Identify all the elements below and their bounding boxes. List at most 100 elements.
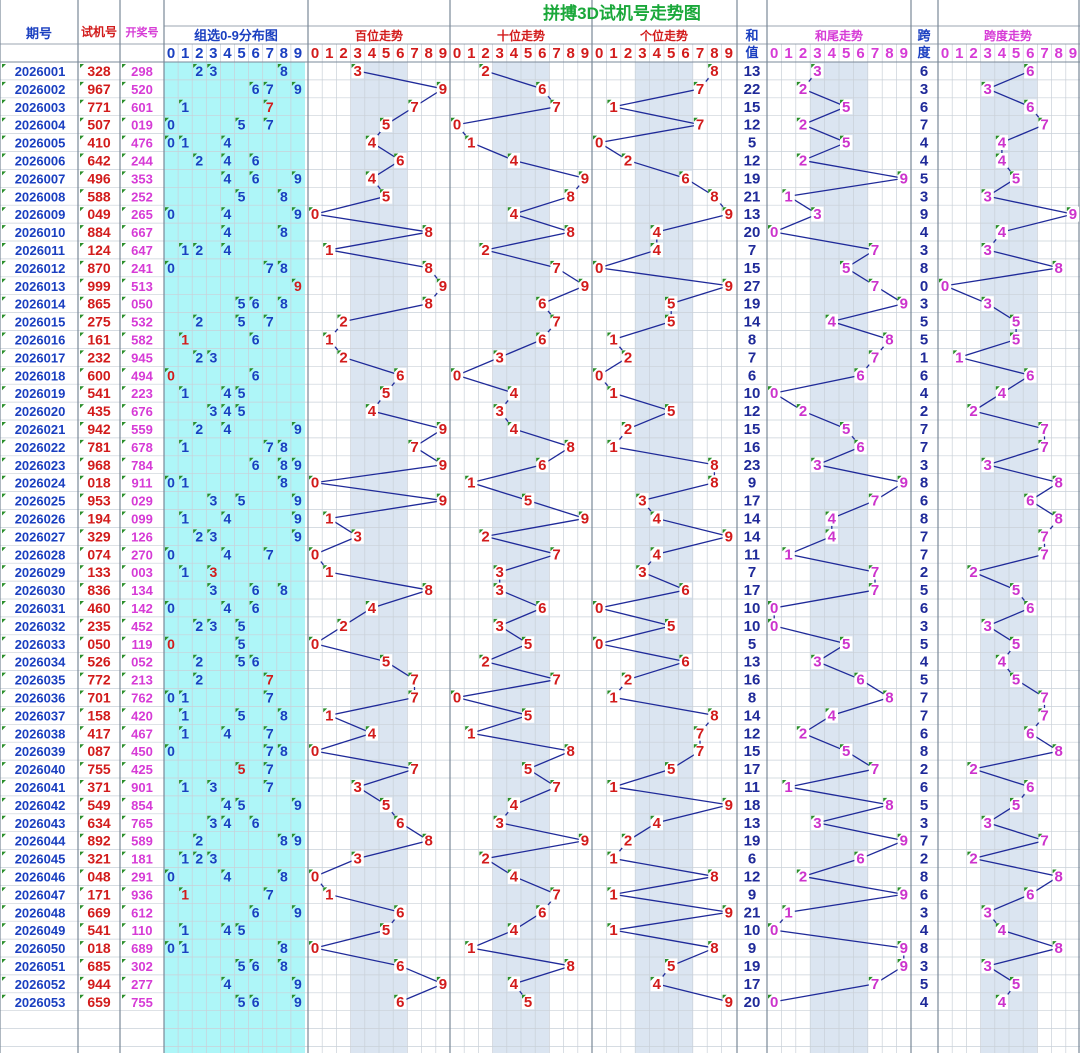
tens-mark: 4 — [510, 868, 519, 885]
header-digit: 5 — [667, 45, 675, 62]
cell-plate — [1024, 99, 1037, 115]
tens-mark: 7 — [552, 314, 560, 331]
cell-plate — [665, 618, 678, 634]
flag-mark — [122, 869, 126, 874]
dist-mark: 3 — [209, 564, 217, 580]
dist-mark: 0 — [167, 868, 175, 884]
flag-mark — [493, 583, 498, 588]
header-digit: 5 — [1012, 45, 1020, 62]
flag-mark — [708, 457, 713, 462]
cell-plate — [564, 224, 577, 240]
flag-mark — [263, 99, 268, 104]
span-mark: 3 — [984, 958, 992, 975]
sum-cell: 17 — [744, 976, 761, 993]
dist-mark: 4 — [224, 510, 232, 526]
draw-number-cell: 689 — [131, 941, 153, 956]
sum-cell: 5 — [748, 135, 756, 152]
tens-mark: 8 — [567, 743, 575, 760]
cell-plate — [825, 707, 838, 723]
flag-mark — [80, 439, 84, 444]
test-number-cell: 968 — [87, 457, 111, 473]
cell-plate — [768, 224, 781, 240]
flag-mark — [981, 618, 986, 623]
cell-plate — [564, 188, 577, 204]
cell-plate — [621, 833, 635, 849]
test-number-cell: 642 — [87, 152, 111, 168]
tail-mark: 7 — [871, 582, 879, 599]
draw-number-cell: 559 — [131, 422, 153, 437]
flag-mark — [607, 690, 612, 695]
dist-mark: 7 — [266, 689, 274, 705]
sum-cell: 19 — [744, 170, 761, 187]
flag-mark — [708, 708, 713, 713]
cell-plate — [564, 743, 577, 759]
cell-plate — [854, 672, 867, 687]
flag-mark — [2, 404, 6, 409]
flag-mark — [309, 744, 313, 749]
flag-mark — [351, 529, 356, 534]
flag-mark — [722, 529, 727, 534]
span-mark: 6 — [1026, 886, 1034, 903]
cell-plate — [967, 761, 980, 777]
header-span-trend: 跨度走势 — [984, 28, 1032, 43]
tens-mark: 5 — [524, 994, 532, 1011]
header-digit: 3 — [813, 45, 821, 62]
tail-mark: 3 — [813, 63, 821, 80]
cell-plate — [868, 493, 882, 508]
flag-mark — [179, 439, 184, 444]
flag-mark — [536, 905, 541, 910]
units-mark: 1 — [609, 886, 617, 903]
flag-mark — [323, 243, 328, 247]
cell-plate — [811, 654, 824, 670]
cell-plate — [1052, 869, 1065, 884]
cell-plate — [351, 779, 364, 795]
cell-plate — [578, 170, 591, 186]
hundreds-mark: 3 — [354, 851, 362, 868]
flag-mark — [479, 851, 484, 856]
sum-cell: 13 — [744, 815, 761, 832]
sum-cell: 14 — [744, 707, 761, 724]
tens-mark: 0 — [453, 367, 461, 384]
flag-mark — [722, 905, 727, 910]
period-cell: 2026014 — [15, 297, 66, 312]
flag-mark — [768, 225, 772, 230]
flag-mark — [465, 135, 470, 140]
units-mark: 0 — [595, 600, 603, 617]
cell-plate — [593, 367, 606, 383]
header-digit: 1 — [609, 45, 617, 62]
dist-mark: 4 — [224, 206, 232, 222]
flag-mark — [291, 207, 296, 212]
flag-mark — [165, 690, 169, 695]
cell-plate — [1024, 367, 1037, 383]
cell-plate — [825, 314, 838, 329]
flag-mark — [2, 976, 6, 981]
flag-mark — [80, 207, 84, 212]
cell-plate — [394, 153, 407, 168]
dist-mark: 0 — [167, 546, 175, 562]
units-mark: 1 — [609, 439, 617, 456]
dist-mark: 8 — [280, 940, 288, 956]
flag-mark — [1024, 99, 1029, 104]
flag-mark — [1066, 207, 1071, 212]
cell-plate — [351, 851, 364, 866]
sum-cell: 14 — [744, 314, 761, 331]
flag-mark — [263, 887, 268, 892]
cell-plate — [536, 600, 549, 616]
tens-mark: 9 — [581, 278, 589, 295]
flag-mark — [2, 780, 6, 784]
tail-mark: 9 — [900, 886, 908, 903]
draw-number-cell: 467 — [131, 726, 153, 741]
units-mark: 9 — [725, 278, 733, 295]
flag-mark — [811, 815, 816, 820]
cell-plate — [650, 976, 663, 992]
cell-plate — [995, 654, 1008, 670]
draw-number-cell: 270 — [131, 547, 153, 562]
flag-mark — [277, 869, 282, 874]
flag-mark — [897, 171, 902, 176]
hundreds-mark: 0 — [311, 868, 319, 885]
cell-plate — [679, 170, 692, 186]
flag-mark — [995, 923, 1000, 928]
draw-number-cell: 450 — [131, 744, 153, 759]
cell-plate — [309, 206, 322, 222]
